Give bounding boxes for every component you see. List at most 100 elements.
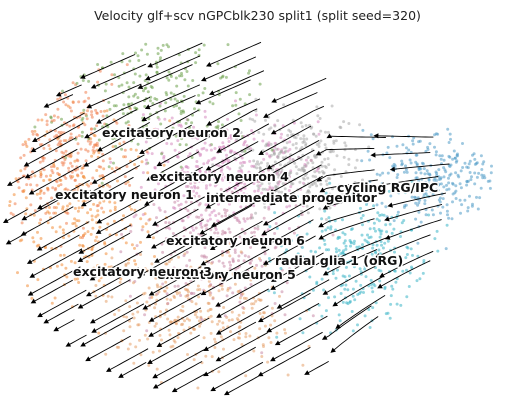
cell-point [193, 327, 197, 331]
velocity-streamline [56, 319, 75, 330]
velocity-streamline [391, 192, 446, 206]
cell-point [29, 183, 33, 187]
streamline-arrowhead [147, 62, 153, 68]
cell-point [62, 236, 65, 240]
streamline-arrowhead [89, 318, 96, 324]
cell-point [395, 176, 399, 179]
cell-point [318, 200, 321, 204]
cell-point [159, 310, 162, 314]
streamline-arrowhead [208, 90, 215, 96]
cell-point [227, 227, 231, 231]
cell-point [107, 265, 111, 269]
cell-point [394, 184, 398, 188]
cell-point [61, 207, 65, 211]
cell-point [243, 149, 247, 153]
cell-point [237, 254, 241, 258]
cell-point [253, 189, 257, 193]
streamline-arrowhead [137, 84, 144, 90]
streamline-arrowhead [260, 243, 267, 249]
cell-point [153, 188, 157, 192]
velocity-streamline [382, 176, 439, 186]
cell-point [79, 195, 83, 199]
cell-point [243, 161, 247, 164]
cell-point [226, 136, 230, 140]
velocity-streamline [84, 176, 134, 205]
cell-point [182, 235, 186, 239]
velocity-streamline [6, 209, 28, 222]
cell-point [267, 168, 271, 172]
cell-point [239, 193, 243, 197]
cell-point [124, 241, 128, 245]
velocity-streamline [387, 203, 443, 220]
cell-point [221, 321, 225, 325]
cell-point [405, 146, 408, 150]
cell-point [375, 203, 379, 207]
streamline-arrowhead [24, 173, 31, 179]
streamline-arrowhead [200, 290, 207, 296]
cell-point [165, 142, 169, 145]
cell-point [229, 136, 233, 140]
streamline-arrowhead [151, 243, 157, 249]
streamline-arrowhead [43, 318, 50, 324]
cell-point [228, 267, 232, 271]
cell-point [97, 138, 101, 142]
cell-point [167, 70, 171, 74]
cell-point [473, 182, 477, 186]
cell-point [179, 165, 183, 169]
cell-point [281, 151, 285, 155]
cell-point [216, 322, 220, 326]
velocity-streamline [121, 362, 147, 377]
velocity-streamline [142, 124, 192, 153]
cell-point [278, 294, 281, 298]
cell-point [243, 182, 247, 186]
cell-point [83, 199, 87, 203]
cell-point [263, 237, 266, 241]
cell-point [198, 324, 202, 328]
cell-point [369, 184, 373, 188]
cell-point [64, 149, 68, 153]
cell-point [182, 194, 186, 198]
cell-point [211, 163, 215, 167]
cell-point [328, 177, 332, 181]
cell-point [127, 95, 131, 99]
cell-point [320, 314, 324, 318]
cell-point [428, 172, 432, 176]
cell-point [188, 189, 191, 193]
cell-point [392, 263, 396, 267]
velocity-streamline [23, 206, 74, 235]
cell-point [283, 187, 287, 191]
cell-point [370, 260, 374, 264]
cell-point [407, 148, 411, 152]
cell-point [438, 154, 442, 158]
cell-point [339, 292, 343, 295]
cell-point [372, 221, 376, 225]
cell-point [36, 118, 40, 122]
cell-point [380, 201, 384, 205]
cell-point [370, 286, 374, 290]
cell-point [249, 278, 253, 282]
cell-point [251, 118, 255, 122]
cell-point [282, 103, 286, 107]
cell-point [415, 182, 418, 186]
velocity-streamline [219, 305, 269, 334]
cell-point [276, 181, 280, 185]
cell-point [20, 221, 24, 225]
velocity-streamline [83, 317, 134, 345]
cell-point [78, 190, 82, 194]
cell-point [77, 281, 81, 284]
cell-point [293, 261, 296, 265]
cell-point [62, 139, 66, 143]
streamline-arrowhead [30, 298, 37, 304]
cell-point [253, 119, 257, 123]
cell-point [104, 195, 108, 199]
cell-point [177, 272, 181, 276]
cell-point [434, 132, 438, 136]
cell-point [126, 102, 130, 106]
cell-point [25, 207, 29, 211]
cell-point [35, 183, 39, 187]
cell-point [239, 161, 243, 165]
cell-point [445, 209, 449, 213]
cell-point [80, 118, 84, 122]
cell-point [433, 145, 436, 149]
velocity-streamline [202, 149, 253, 178]
